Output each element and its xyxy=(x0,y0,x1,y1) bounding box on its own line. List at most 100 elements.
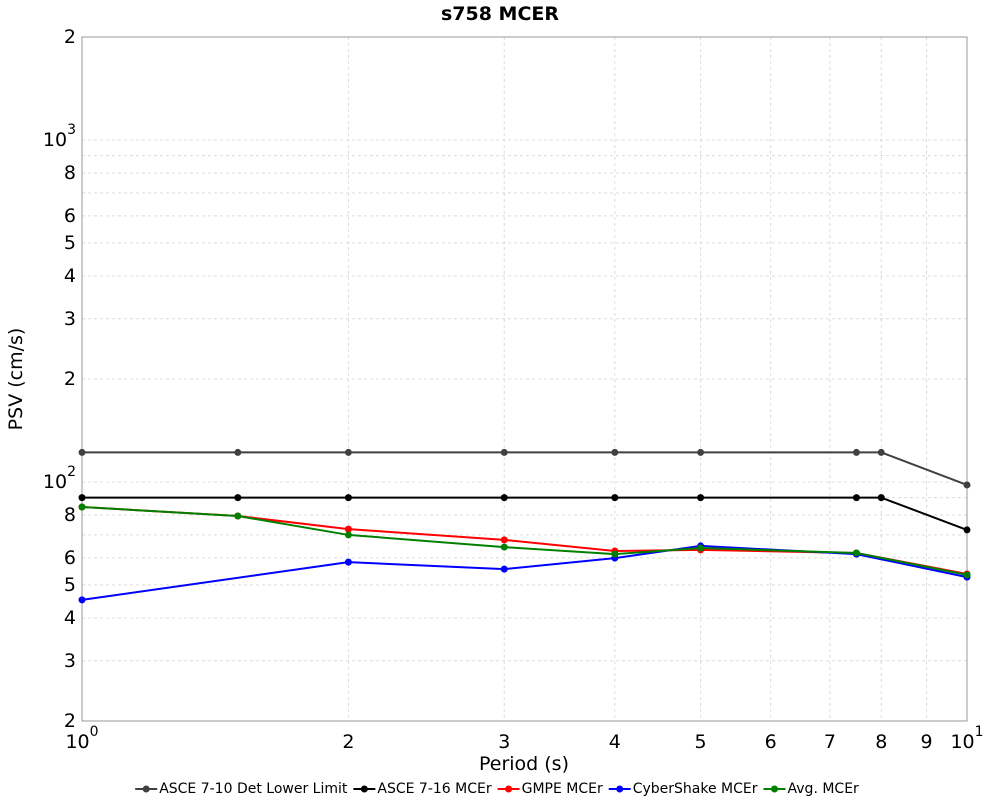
x-tick-label: 9 xyxy=(920,731,932,753)
data-point xyxy=(500,448,508,456)
y-tick-label: 6 xyxy=(64,204,76,226)
data-point xyxy=(78,503,86,511)
y-tick-label-text: 3 xyxy=(64,649,76,671)
y-tick-label-text: 4 xyxy=(64,265,76,287)
y-tick-label: 103 xyxy=(43,122,76,151)
x-tick-label: 3 xyxy=(498,731,510,753)
data-point xyxy=(611,494,619,502)
data-point xyxy=(852,494,860,502)
data-point xyxy=(344,531,352,539)
legend-label: ASCE 7-16 MCEr xyxy=(377,781,491,797)
y-tick-label-text: 6 xyxy=(64,546,76,568)
data-point xyxy=(852,448,860,456)
x-tick-label-text: 10 xyxy=(950,731,974,753)
legend-marker xyxy=(616,785,624,793)
x-tick-label: 7 xyxy=(824,731,836,753)
x-axis-label: Period (s) xyxy=(479,753,569,775)
data-point xyxy=(963,571,971,579)
series-line xyxy=(81,505,968,576)
legend: ASCE 7-10 Det Lower Limit ASCE 7-16 MCEr G… xyxy=(135,781,859,797)
y-tick-label: 2 xyxy=(64,710,76,732)
x-tick-label-text: 10 xyxy=(65,731,89,753)
legend-item: Avg. MCEr xyxy=(763,781,860,797)
data-point xyxy=(344,525,352,533)
x-tick-label-text: 2 xyxy=(342,731,354,753)
y-tick-label: 5 xyxy=(64,573,76,595)
x-tick-label: 8 xyxy=(875,731,887,753)
data-point xyxy=(697,544,705,552)
legend-label: ASCE 7-10 Det Lower Limit xyxy=(159,781,348,797)
legend-label: GMPE MCEr xyxy=(522,781,603,797)
x-tick-label: 4 xyxy=(609,731,621,753)
data-point xyxy=(877,494,885,502)
y-axis-label: PSV (cm/s) xyxy=(5,328,27,431)
data-point xyxy=(697,494,705,502)
x-tick-label: 6 xyxy=(765,731,777,753)
y-tick-label-text: 4 xyxy=(64,607,76,629)
x-tick-label-exponent: 0 xyxy=(90,724,99,740)
x-tick-label-text: 6 xyxy=(765,731,777,753)
data-point xyxy=(963,526,971,534)
y-tick-label-text: 2 xyxy=(64,710,76,732)
y-tick-label: 8 xyxy=(64,162,76,184)
y-tick-label: 3 xyxy=(64,649,76,671)
data-point xyxy=(611,550,619,558)
y-tick-label-text: 5 xyxy=(64,573,76,595)
y-tick-label: 102 xyxy=(43,464,76,493)
x-tick-label-text: 3 xyxy=(498,731,510,753)
x-tick-label: 2 xyxy=(342,731,354,753)
legend-label: CyberShake MCEr xyxy=(633,781,758,797)
y-tick-label: 5 xyxy=(64,231,76,253)
chart-title: s758 MCER xyxy=(441,3,559,25)
legend-label: Avg. MCEr xyxy=(788,781,860,797)
x-tick-label: 101 xyxy=(950,724,983,753)
data-point xyxy=(877,448,885,456)
x-tick-label-text: 8 xyxy=(875,731,887,753)
data-point xyxy=(344,494,352,502)
data-point xyxy=(611,448,619,456)
y-tick-label-text: 2 xyxy=(64,368,76,390)
data-point xyxy=(344,558,352,566)
data-point xyxy=(234,512,242,520)
y-tick-label: 4 xyxy=(64,607,76,629)
x-tick-label: 100 xyxy=(65,724,98,753)
legend-item: ASCE 7-16 MCEr xyxy=(353,781,492,797)
data-point xyxy=(78,596,86,604)
data-point xyxy=(500,536,508,544)
data-point xyxy=(500,494,508,502)
y-tick-label: 4 xyxy=(64,265,76,287)
y-tick-label-exponent: 3 xyxy=(67,122,76,138)
legend-item: CyberShake MCEr xyxy=(608,781,758,797)
legend-item: ASCE 7-10 Det Lower Limit xyxy=(135,781,348,797)
x-tick-label: 5 xyxy=(695,731,707,753)
y-tick-label-text: 10 xyxy=(43,470,67,492)
y-tick-label: 2 xyxy=(64,368,76,390)
data-point xyxy=(963,481,971,489)
data-point xyxy=(78,448,86,456)
data-point xyxy=(500,543,508,551)
y-tick-label: 3 xyxy=(64,307,76,329)
y-tick-label-text: 6 xyxy=(64,204,76,226)
legend-marker xyxy=(771,785,779,793)
x-tick-label-text: 5 xyxy=(695,731,707,753)
data-point xyxy=(852,549,860,557)
y-tick-label-text: 2 xyxy=(64,26,76,48)
plot-frame xyxy=(81,36,968,722)
legend-item: GMPE MCEr xyxy=(497,781,603,797)
data-point xyxy=(78,494,86,502)
legend-marker xyxy=(505,785,513,793)
y-tick-label: 2 xyxy=(64,26,76,48)
y-tick-label: 8 xyxy=(64,504,76,526)
y-tick-label-exponent: 2 xyxy=(67,464,76,480)
x-tick-label-text: 7 xyxy=(824,731,836,753)
x-tick-label-text: 4 xyxy=(609,731,621,753)
legend-marker xyxy=(360,785,368,793)
y-tick-label-text: 5 xyxy=(64,231,76,253)
y-tick-label-text: 10 xyxy=(43,128,67,150)
data-point xyxy=(697,448,705,456)
data-point xyxy=(234,494,242,502)
y-tick-label-text: 3 xyxy=(64,307,76,329)
data-point xyxy=(234,448,242,456)
x-tick-label-exponent: 1 xyxy=(975,724,984,740)
